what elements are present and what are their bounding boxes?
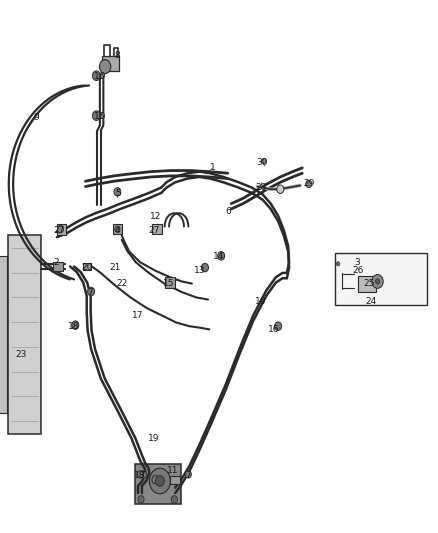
Circle shape (115, 226, 120, 232)
Text: 16: 16 (268, 325, 279, 334)
Text: 18: 18 (68, 322, 79, 330)
Circle shape (57, 225, 64, 233)
Bar (113, 224, 122, 234)
Text: 27: 27 (148, 226, 160, 235)
Circle shape (88, 287, 95, 296)
Bar (335, 253, 427, 305)
Circle shape (100, 73, 105, 78)
Text: 9: 9 (33, 113, 39, 122)
Bar (152, 224, 162, 234)
Circle shape (152, 475, 159, 484)
Circle shape (138, 496, 144, 503)
Circle shape (277, 185, 284, 193)
Circle shape (92, 71, 100, 80)
Circle shape (72, 321, 79, 329)
Bar (135, 464, 180, 504)
Circle shape (336, 262, 340, 266)
Circle shape (99, 60, 111, 74)
Text: 21: 21 (109, 263, 120, 272)
Circle shape (141, 471, 147, 478)
Circle shape (100, 113, 105, 118)
Circle shape (375, 279, 380, 284)
Circle shape (171, 496, 177, 503)
Circle shape (114, 188, 121, 196)
Circle shape (201, 263, 208, 272)
Text: 20: 20 (81, 263, 92, 272)
Bar (170, 475, 180, 484)
Text: 2: 2 (53, 259, 59, 267)
Circle shape (185, 471, 191, 478)
Text: 22: 22 (116, 279, 127, 288)
Circle shape (306, 180, 312, 188)
Text: 27: 27 (53, 226, 65, 235)
Text: 28: 28 (255, 183, 266, 192)
Text: 17: 17 (132, 311, 144, 320)
Bar (57, 224, 66, 235)
Bar (358, 276, 376, 292)
Text: 10: 10 (255, 297, 266, 305)
Bar (53, 262, 63, 271)
Text: 7: 7 (87, 288, 93, 296)
Text: 24: 24 (366, 297, 377, 305)
Bar (0, 256, 7, 413)
Text: 8: 8 (114, 52, 120, 60)
Text: 11: 11 (167, 466, 179, 474)
Circle shape (218, 252, 225, 260)
Circle shape (92, 111, 100, 120)
Text: 15: 15 (163, 279, 174, 288)
Text: 30: 30 (256, 158, 268, 167)
Text: 16: 16 (94, 112, 106, 120)
Text: 16: 16 (94, 72, 106, 80)
Text: 14: 14 (213, 253, 225, 261)
Text: 7: 7 (185, 471, 191, 480)
Circle shape (155, 475, 164, 486)
Text: 13: 13 (194, 266, 205, 275)
Text: 6: 6 (225, 207, 231, 216)
Text: 25: 25 (363, 279, 374, 288)
Bar (102, 56, 119, 71)
Text: 7: 7 (139, 471, 145, 480)
Text: 18: 18 (134, 471, 145, 480)
Text: 23: 23 (15, 350, 27, 359)
Circle shape (261, 158, 266, 164)
Text: 26: 26 (353, 266, 364, 275)
Text: 4: 4 (115, 227, 120, 235)
Bar (165, 277, 175, 288)
Text: 1: 1 (209, 164, 215, 172)
Text: 5: 5 (115, 189, 121, 198)
Circle shape (275, 322, 282, 330)
Bar (8, 235, 41, 434)
Text: 3: 3 (354, 258, 360, 266)
Circle shape (149, 468, 170, 494)
Text: 29: 29 (303, 180, 314, 188)
Text: 12: 12 (150, 213, 161, 221)
Bar (83, 263, 91, 270)
Circle shape (372, 274, 383, 288)
Text: 19: 19 (148, 434, 160, 442)
Circle shape (137, 471, 143, 478)
